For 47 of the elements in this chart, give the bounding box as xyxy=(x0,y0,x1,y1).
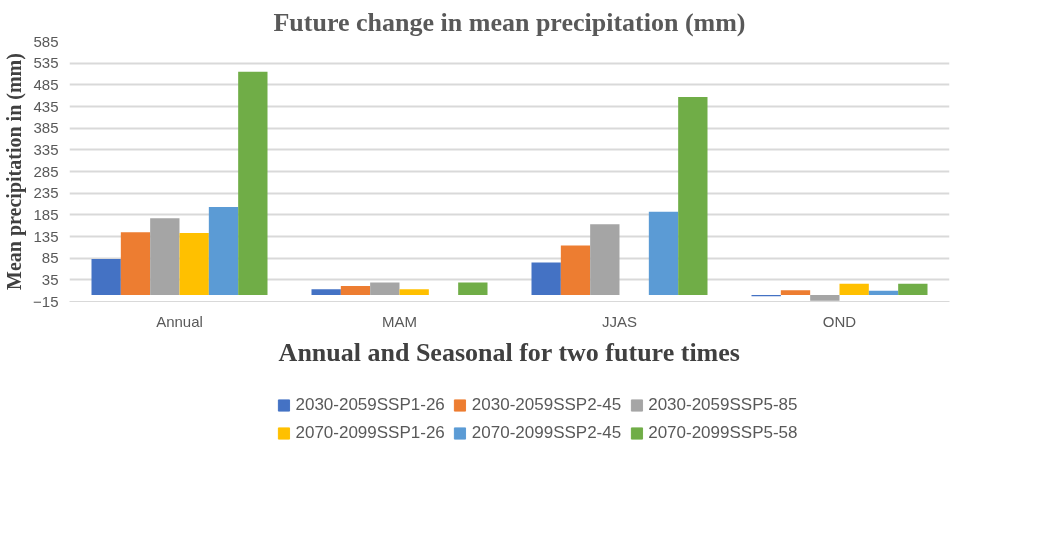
bar xyxy=(399,289,429,295)
y-tick-label: 535 xyxy=(33,54,59,72)
y-tick-label: 135 xyxy=(33,227,59,245)
y-tick-label: 335 xyxy=(33,140,59,158)
legend-label: 2030-2059SSP2-45 xyxy=(471,395,622,415)
x-tick-label: Annual xyxy=(156,312,203,330)
x-tick-label: OND xyxy=(822,312,857,330)
y-tick-label: 35 xyxy=(41,270,59,288)
y-tick-label: 185 xyxy=(33,205,59,223)
legend-label: 2070-2099SSP2-45 xyxy=(471,423,622,443)
bar xyxy=(238,71,268,295)
x-axis-title: Annual and Seasonal for two future times xyxy=(278,337,740,367)
bar xyxy=(311,289,341,295)
y-tick-label: 85 xyxy=(41,249,59,267)
bar xyxy=(120,232,151,295)
y-tick-label: 385 xyxy=(33,119,59,137)
y-tick-label: −15 xyxy=(33,292,59,310)
bar xyxy=(370,282,400,295)
bar xyxy=(678,96,708,295)
legend-label: 2070-2099SSP5-58 xyxy=(648,423,798,443)
bar xyxy=(560,245,591,295)
legend-label: 2070-2099SSP1-26 xyxy=(295,423,445,443)
bar xyxy=(91,259,121,295)
y-tick-label: 435 xyxy=(33,97,59,115)
y-tick-label: 285 xyxy=(33,162,59,180)
bar xyxy=(898,283,928,295)
y-tick-label: 585 xyxy=(33,32,59,50)
y-axis-title: Mean precipitation in (mm) xyxy=(3,53,27,290)
bar xyxy=(340,285,371,295)
y-tick-label: 485 xyxy=(33,75,59,93)
bar xyxy=(780,290,811,295)
legend-label: 2030-2059SSP1-26 xyxy=(295,395,445,415)
y-tick-label: 235 xyxy=(33,184,59,202)
bar xyxy=(531,262,561,295)
bar xyxy=(590,224,620,295)
legend-label: 2030-2059SSP5-85 xyxy=(648,395,798,415)
x-tick-label: MAM xyxy=(382,312,417,330)
bar xyxy=(868,290,899,295)
bar xyxy=(208,207,239,295)
bar xyxy=(458,282,488,295)
bar xyxy=(150,218,180,295)
chart-title: Future change in mean precipitation (mm) xyxy=(273,7,746,37)
x-tick-label: JJAS xyxy=(602,312,638,330)
bar xyxy=(839,283,869,295)
bar xyxy=(179,233,209,295)
bar xyxy=(648,211,679,295)
bar xyxy=(810,295,840,301)
